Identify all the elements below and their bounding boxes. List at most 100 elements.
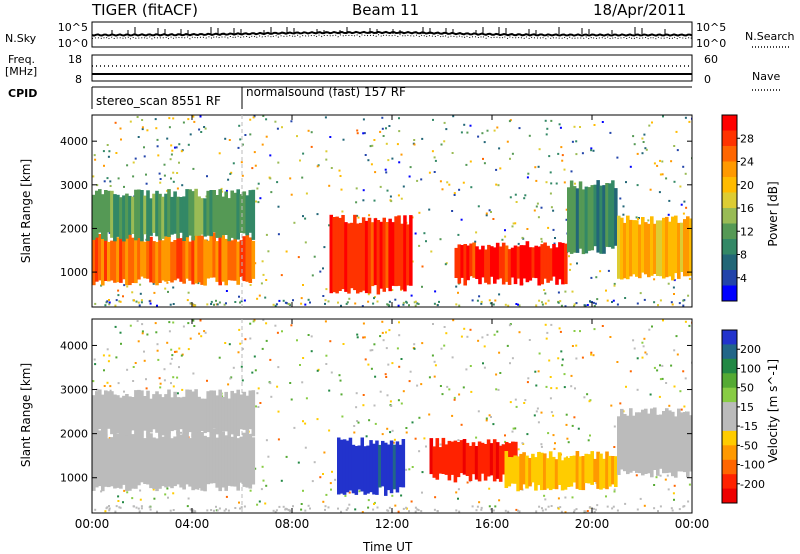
velocity-panel-region-cell (378, 444, 382, 488)
power-panel-speckle (276, 181, 279, 184)
power-panel-speckle (156, 138, 159, 141)
power-panel-speckle (607, 269, 610, 272)
velocity-panel-speckle (198, 332, 201, 335)
power-colorbar-tick-label: 24 (740, 156, 754, 169)
power-panel-speckle (120, 138, 122, 141)
power-panel-region-cell (460, 245, 464, 278)
velocity-panel-ground-scatter (324, 508, 326, 511)
power-panel-region-cell (107, 190, 111, 233)
velocity-panel-speckle (543, 494, 546, 497)
velocity-panel-speckle (261, 465, 264, 468)
velocity-panel-speckle (152, 488, 155, 491)
power-panel-region-cell (587, 187, 592, 251)
power-panel-ground-scatter (137, 301, 140, 304)
power-panel-speckle (441, 188, 444, 191)
velocity-panel-ground-scatter (345, 508, 348, 511)
velocity-panel-speckle (613, 488, 616, 491)
power-panel-speckle (254, 262, 257, 265)
power-panel-speckle (509, 196, 512, 199)
velocity-panel-ground-scatter (372, 508, 375, 511)
velocity-panel-region-cell (242, 432, 247, 487)
power-panel-ground-scatter (682, 304, 685, 307)
power-panel-speckle (385, 142, 388, 145)
power-colorbar-swatch (722, 270, 737, 286)
power-panel-speckle (544, 292, 547, 295)
velocity-panel-speckle (348, 491, 351, 494)
velocity-panel-ground-scatter (192, 510, 195, 513)
velocity-panel-speckle (115, 356, 118, 359)
velocity-panel-speckle (483, 345, 486, 348)
velocity-panel-speckle (517, 448, 520, 451)
power-panel-speckle (117, 294, 120, 297)
velocity-panel-region-cell (212, 390, 216, 429)
power-panel-speckle (560, 146, 563, 149)
velocity-panel-region-cell (351, 444, 356, 494)
power-panel-speckle (319, 270, 322, 273)
velocity-panel-speckle (141, 323, 144, 326)
velocity-panel-speckle (330, 371, 333, 374)
velocity-panel-speckle (167, 496, 169, 499)
power-panel-speckle (483, 162, 486, 165)
velocity-panel-ground-scatter (476, 505, 479, 508)
power-panel-ground-scatter (476, 299, 479, 302)
date-title: 18/Apr/2011 (593, 1, 687, 19)
velocity-panel-region-cell (569, 456, 574, 487)
power-panel-speckle (171, 149, 174, 152)
power-colorbar-swatch (722, 161, 737, 178)
velocity-panel-speckle (117, 495, 120, 498)
power-panel-speckle (323, 246, 326, 249)
velocity-panel-speckle (176, 376, 179, 379)
velocity-panel-speckle (632, 339, 635, 342)
power-panel-speckle (465, 163, 468, 166)
power-panel-region-cell (611, 180, 615, 249)
velocity-panel-speckle (434, 364, 437, 367)
velocity-panel-speckle (120, 342, 122, 345)
power-panel-region-cell (487, 244, 491, 285)
velocity-panel-speckle (293, 426, 296, 429)
velocity-panel-region-cell (671, 411, 675, 477)
power-panel-speckle (131, 291, 134, 294)
power-panel-speckle (446, 181, 449, 184)
velocity-panel-speckle (552, 434, 555, 437)
power-panel-speckle (299, 159, 301, 162)
velocity-panel-speckle (536, 407, 539, 410)
power-panel-ground-scatter (288, 303, 291, 306)
velocity-panel-ground-scatter (376, 506, 379, 509)
velocity-panel-speckle (470, 390, 473, 393)
velocity-panel-ground-scatter (433, 508, 436, 511)
power-panel-region-cell (376, 220, 381, 295)
power-panel-speckle (673, 145, 676, 147)
velocity-panel-speckle (102, 354, 105, 357)
velocity-panel-speckle (180, 354, 183, 357)
velocity-panel-region-cell (525, 455, 529, 489)
velocity-panel-speckle (240, 365, 243, 368)
power-panel-speckle (117, 177, 120, 180)
velocity-panel-speckle (367, 506, 370, 509)
power-panel-speckle (300, 297, 303, 300)
xtick-label: 00:00 (75, 517, 110, 531)
power-panel-region-cell (92, 237, 96, 286)
power-panel-speckle (254, 164, 257, 167)
power-panel-speckle (688, 120, 691, 123)
power-panel-speckle (528, 134, 531, 137)
velocity-panel-ground-scatter (573, 509, 576, 512)
power-panel-ground-scatter (559, 300, 562, 303)
velocity-panel-ground-scatter (612, 505, 615, 508)
velocity-panel-speckle (665, 382, 668, 384)
power-panel-speckle (225, 189, 228, 192)
velocity-panel-speckle (515, 508, 518, 511)
power-panel-region-cell (116, 237, 120, 283)
power-panel-region-cell (656, 220, 660, 276)
velocity-panel-region-cell (176, 430, 180, 485)
power-panel-region-cell (466, 245, 470, 281)
velocity-panel-speckle (324, 320, 327, 323)
freq-label-2: [MHz] (5, 65, 38, 78)
velocity-panel-ground-scatter (541, 507, 543, 510)
velocity-panel-region-cell (345, 440, 350, 493)
power-panel-speckle (362, 189, 365, 192)
velocity-panel-region-cell (366, 445, 370, 494)
power-panel-region-cell (341, 215, 345, 290)
power-panel-region-cell (525, 241, 530, 283)
power-panel-speckle (109, 180, 112, 183)
velocity-panel-speckle (453, 396, 456, 399)
